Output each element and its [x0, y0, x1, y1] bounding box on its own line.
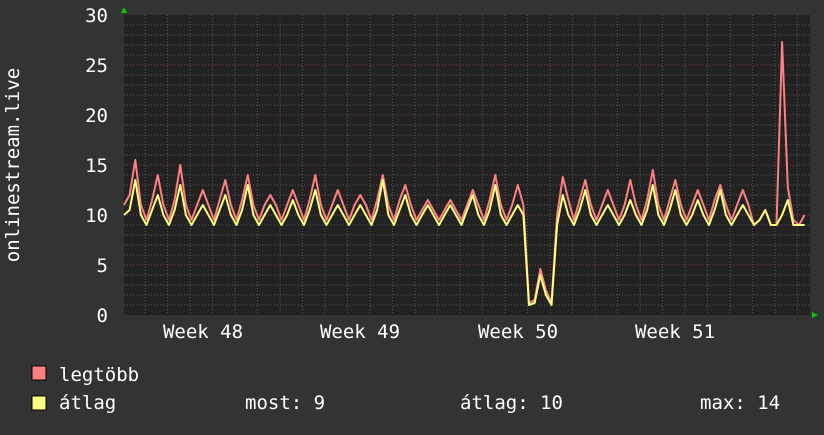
legend-average-value: átlag: 10	[460, 392, 563, 414]
legend-swatch-avg	[31, 395, 47, 411]
legend-max-value: max: 14	[700, 392, 780, 414]
y-tick-label: 5	[97, 255, 108, 277]
y-axis-label: onlinestream.live	[2, 68, 24, 262]
x-tick-label: Week 50	[478, 321, 558, 343]
x-tick-label: Week 49	[320, 321, 400, 343]
legend-label-max: legtöbb	[59, 364, 139, 386]
legend-label-avg: átlag	[59, 392, 116, 414]
y-tick-label: 10	[85, 205, 108, 227]
x-axis-arrow-icon	[812, 312, 818, 318]
y-axis-arrow-icon	[121, 7, 127, 13]
legend-current-value: most: 9	[245, 392, 325, 414]
series-line-avg	[123, 179, 805, 306]
y-tick-label: 25	[85, 55, 108, 77]
y-tick-label: 15	[85, 155, 108, 177]
legend-swatch-max	[31, 365, 47, 381]
series-line-max	[123, 41, 806, 304]
y-tick-label: 30	[85, 5, 108, 27]
y-tick-label: 0	[97, 305, 108, 327]
y-tick-label: 20	[85, 105, 108, 127]
series-lines	[123, 41, 806, 306]
grid	[124, 15, 810, 315]
x-tick-label: Week 48	[163, 321, 243, 343]
x-tick-label: Week 51	[635, 321, 715, 343]
